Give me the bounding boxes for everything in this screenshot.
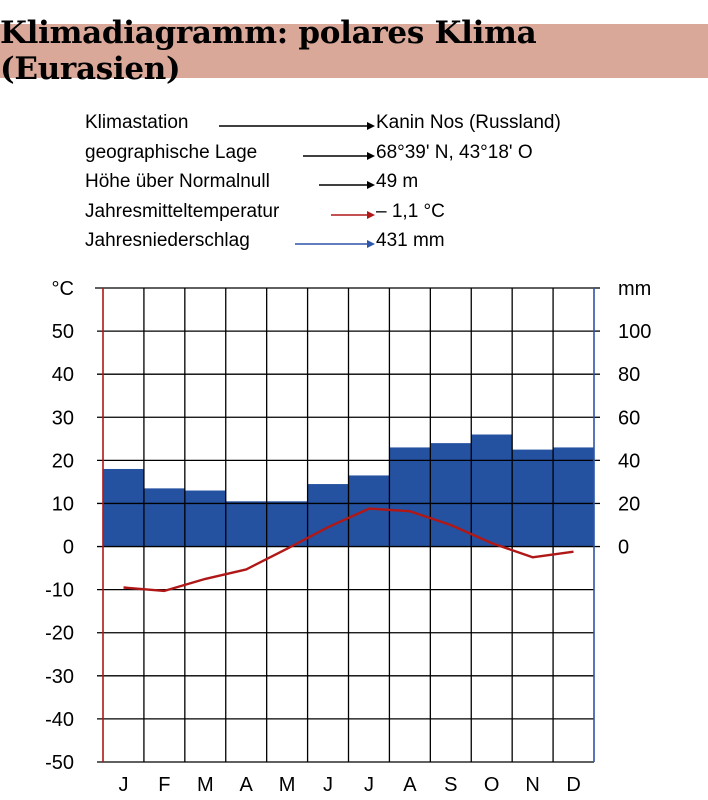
info-value: 431 mm (376, 230, 445, 251)
chart-title: Klimadiagramm: polares Klima (Eurasien) (0, 15, 537, 87)
left-axis-tick-label: 50 (52, 321, 74, 343)
arrow-icon (319, 181, 375, 189)
precipitation-bar (348, 475, 390, 547)
info-label: Jahresmitteltemperatur (85, 200, 280, 222)
right-axis-tick-label: 40 (618, 450, 640, 472)
left-axis-tick-label: 40 (52, 364, 74, 386)
right-axis-tick-label: 100 (618, 321, 651, 343)
arrow-icon (303, 151, 375, 160)
right-axis-unit: mm (618, 278, 651, 300)
month-label: M (279, 774, 296, 796)
title-bar: Klimadiagramm: polares Klima (Eurasien) (0, 15, 708, 87)
precipitation-bar (471, 434, 513, 547)
left-axis-unit: °C (52, 278, 74, 300)
info-label: Höhe über Normalnull (85, 171, 270, 192)
month-label: D (566, 774, 580, 796)
month-label: J (364, 774, 374, 796)
info-row-location: geographische Lage 68°39' N, 43°18' O (85, 142, 645, 172)
precipitation-bar (184, 490, 226, 547)
precipitation-bar (307, 484, 349, 547)
month-label: O (484, 774, 500, 796)
info-label: Klimastation (85, 112, 189, 133)
month-label: S (444, 774, 457, 796)
precipitation-bar (512, 449, 554, 547)
month-label: A (403, 774, 417, 796)
right-axis-tick-label: 80 (618, 364, 640, 386)
info-value: – 1,1 °C (376, 200, 445, 222)
month-label: F (158, 774, 170, 796)
arrow-icon (295, 240, 375, 248)
info-row-altitude: Höhe über Normalnull 49 m (85, 171, 645, 201)
month-label: M (197, 774, 214, 796)
precipitation-bar (553, 447, 594, 547)
month-label: J (323, 774, 333, 796)
left-axis-tick-label: -40 (45, 709, 74, 731)
right-axis-tick-label: 20 (618, 493, 640, 515)
left-axis-tick-label: 0 (63, 537, 74, 559)
info-label: Jahresniederschlag (85, 230, 250, 251)
temperature-line (123, 507, 574, 593)
month-label: N (525, 774, 539, 796)
month-label: A (240, 774, 254, 796)
left-axis-tick-label: 30 (52, 407, 74, 429)
info-label: geographische Lage (85, 141, 258, 163)
left-axis-tick-label: 10 (52, 493, 74, 515)
left-axis-tick-label: -30 (45, 666, 74, 688)
precipitation-bar (266, 501, 308, 547)
precipitation-bar (103, 468, 144, 547)
precipitation-bar (143, 488, 185, 547)
station-info: Klimastation Kanin Nos (Russland) geogra… (85, 112, 645, 260)
arrow-icon (219, 122, 375, 130)
info-row-station: Klimastation Kanin Nos (Russland) (85, 112, 645, 142)
info-value: 49 m (376, 171, 419, 192)
right-axis-tick-label: 60 (618, 407, 640, 429)
left-axis-tick-label: -20 (45, 623, 74, 645)
info-row-temperature: Jahresmitteltemperatur – 1,1 °C (85, 201, 645, 231)
left-axis-tick-label: 20 (52, 450, 74, 472)
info-value: Kanin Nos (Russland) (376, 112, 561, 133)
month-label: J (118, 774, 128, 796)
right-axis-tick-label: 0 (618, 537, 629, 559)
arrow-icon (331, 210, 375, 219)
info-row-precipitation: Jahresniederschlag 431 mm (85, 230, 645, 260)
left-axis-tick-label: -50 (45, 752, 74, 774)
precipitation-bar (225, 501, 267, 547)
precipitation-bar (389, 447, 431, 547)
left-axis-tick-label: -10 (45, 580, 74, 602)
info-value: 68°39' N, 43°18' O (376, 141, 533, 163)
